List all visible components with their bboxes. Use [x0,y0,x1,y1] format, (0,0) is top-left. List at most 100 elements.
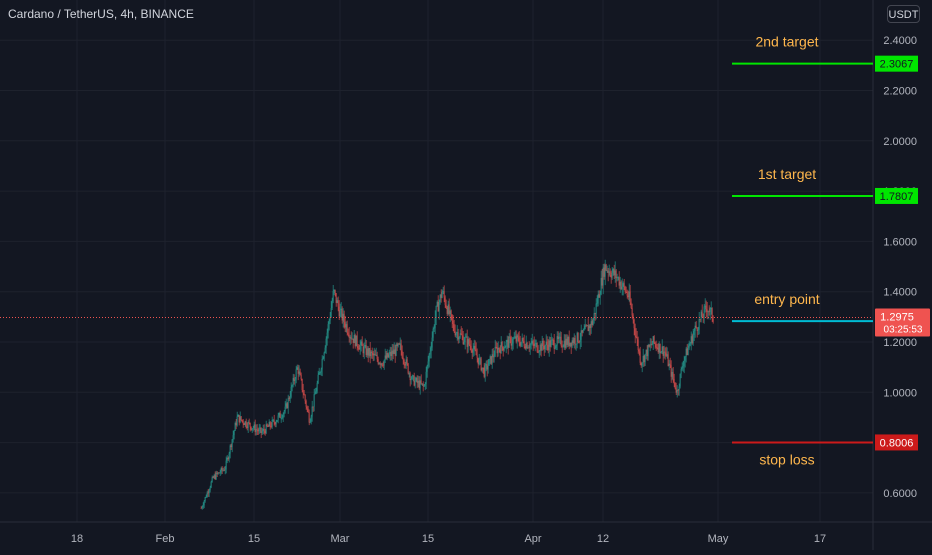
candle-body [505,341,507,348]
candle-body [585,325,587,327]
candle-body [248,422,250,423]
chart-title: Cardano / TetherUS, 4h, BINANCE [8,7,194,21]
candle-body [279,412,281,419]
candle-body [201,506,203,509]
candle-body [554,347,556,349]
candle-body [557,336,559,340]
candle-body [311,406,313,417]
candle-body [660,351,662,354]
candle-body [326,332,328,339]
candle-body [447,304,449,314]
currency-button[interactable]: USDT [887,5,920,23]
candle-body [674,382,676,389]
candle-body [222,469,224,471]
candle-body [438,301,440,312]
candle-body [499,349,501,354]
candle-body [233,430,235,436]
candle-body [526,342,528,349]
candle-body [643,355,645,363]
candle-body [239,416,241,423]
candle-body [321,358,323,370]
current-price-text: 1.2975 [880,311,914,323]
candle-body [443,291,445,298]
candle-body [696,327,698,331]
candle-body [242,420,244,424]
candle-body [675,388,677,393]
candle-body [468,339,470,345]
candle-body [640,362,642,366]
2nd-target-label: 2nd target [755,34,818,50]
candle-body [582,329,584,333]
candle-body [565,338,567,348]
candle-body [304,395,306,401]
candle-body [436,301,438,306]
candle-body [324,347,326,353]
candle-body [496,347,498,354]
candle-body [600,277,602,295]
candle-body [482,367,484,369]
y-axis-tick-label: 1.0000 [883,387,917,399]
candle-body [422,383,424,386]
candle-body [575,343,577,345]
candle-body [474,345,476,350]
1st-target-price-text: 1.7807 [880,191,914,203]
candle-body [479,358,481,360]
y-axis-tick-label: 2.0000 [883,136,917,148]
candle-body [459,333,461,338]
candle-body [358,348,360,350]
candle-body [637,339,639,350]
candle-body [493,356,495,358]
y-axis-tick-label: 2.2000 [883,86,917,98]
candle-body [266,424,268,427]
candle-body [472,349,474,353]
candle-body [445,304,447,308]
candle-body [282,413,284,418]
current-price-tag [875,308,930,337]
candle-body [651,343,653,346]
candle-body [658,343,660,353]
candle-body [456,332,458,334]
candle-body [437,301,439,312]
candle-body [616,277,618,279]
candle-body [506,339,508,342]
candle-body [238,415,240,423]
candle-body [666,354,668,356]
candle-body [415,377,417,381]
candle-body [469,344,471,346]
candle-body [334,290,336,294]
candle-body [332,291,334,302]
candle-body [702,317,704,318]
candle-body [574,338,576,344]
candle-body [545,341,547,346]
candle-body [712,318,714,322]
candle-body [381,363,383,366]
candle-body [269,422,271,427]
candle-body [251,428,253,430]
x-axis-tick-label: Mar [331,533,350,545]
candle-body [414,380,416,386]
candle-body [284,406,286,412]
y-axis-tick-label: 1.4000 [883,287,917,299]
candle-body [627,295,629,298]
candle-body [707,311,709,313]
candle-body [566,338,568,345]
candle-body [303,393,305,396]
candle-body [337,300,339,307]
candle-body [329,317,331,321]
candle-body [247,422,249,428]
candle-body [270,426,272,427]
candle-body [630,302,632,308]
candle-body [533,343,535,347]
candle-body [411,375,413,379]
candle-body [692,335,694,344]
candle-body [386,353,388,359]
candle-body [639,351,641,363]
candle-body [432,328,434,338]
candle-body [494,346,496,357]
candle-body [314,393,316,395]
candle-body [348,334,350,338]
candle-body [710,308,712,309]
candle-body [572,340,574,344]
